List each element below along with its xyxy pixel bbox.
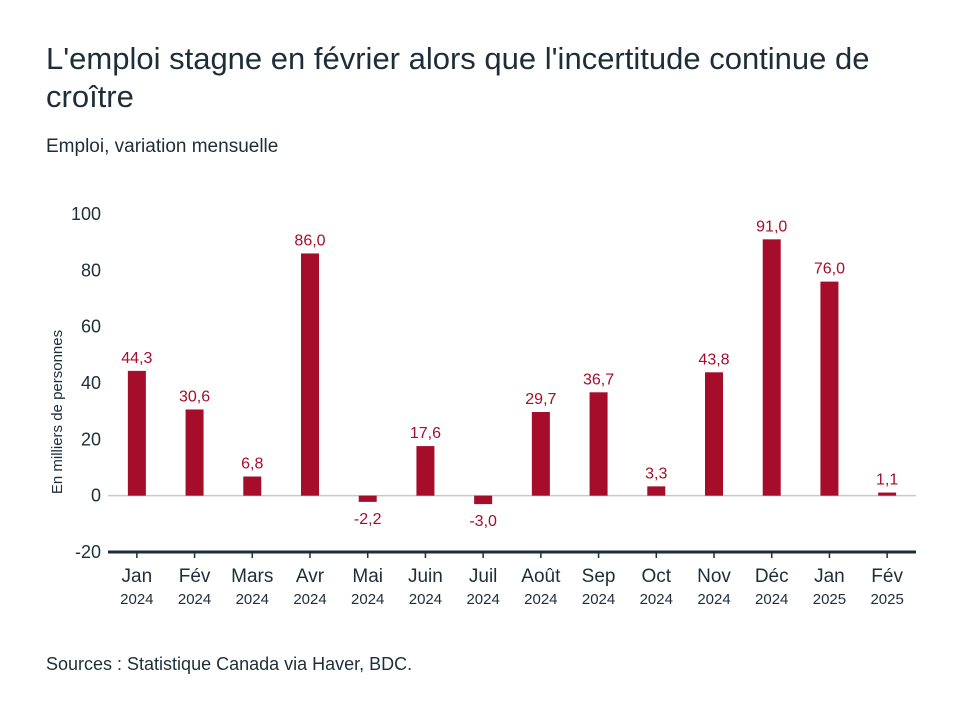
x-tick-label-year: 2025	[813, 591, 846, 608]
x-tick-label-month: Déc	[755, 566, 789, 587]
x-tick-label-year: 2024	[582, 591, 615, 608]
x-tick-label-year: 2024	[120, 591, 153, 608]
y-tick-label: 20	[81, 429, 101, 449]
data-label: 6,8	[241, 456, 263, 473]
data-label: 76,0	[814, 261, 845, 278]
x-tick-label-month: Mars	[231, 566, 273, 587]
bar	[358, 495, 377, 502]
data-label: 43,8	[698, 351, 729, 368]
y-tick-label: 60	[81, 317, 101, 337]
x-tick-label-year: 2024	[755, 591, 788, 608]
bar	[705, 372, 723, 496]
data-label: -3,0	[469, 513, 497, 530]
y-tick-label: -20	[75, 542, 101, 562]
y-tick-label: 100	[71, 204, 101, 224]
x-tick-label-year: 2024	[178, 591, 211, 608]
bar	[127, 370, 146, 496]
data-label: 86,0	[294, 232, 325, 249]
x-tick-label-month: Nov	[697, 566, 731, 587]
y-tick-label: 80	[81, 260, 101, 280]
data-label: 17,6	[410, 425, 441, 442]
bar	[647, 486, 666, 496]
bar	[878, 492, 897, 496]
data-label: 1,1	[876, 472, 898, 489]
x-tick-label-month: Sep	[582, 566, 616, 587]
data-labels: 44,3 30,6 6,8 86,0 -2,2 17,6 -3,0 29,7 36,7 3,3 43…	[121, 218, 898, 530]
x-tick-label-month: Oct	[642, 566, 672, 587]
bar	[301, 253, 319, 496]
data-label: 30,6	[179, 388, 210, 405]
x-tick-label-year: 2024	[351, 591, 384, 608]
x-tick-label-year: 2024	[640, 591, 673, 608]
x-tick-label-month: Juin	[408, 566, 443, 587]
bar	[416, 446, 435, 496]
x-tick-label-month: Fév	[871, 566, 903, 587]
x-tick-label-month: Fév	[179, 566, 211, 587]
bar	[589, 392, 608, 496]
y-tick-label: 0	[91, 486, 101, 506]
y-axis-title: En milliers de personnes	[49, 330, 66, 494]
data-label: 44,3	[121, 350, 152, 367]
bar	[243, 476, 262, 496]
bar	[820, 281, 839, 496]
x-tick-label-year: 2024	[466, 591, 499, 608]
x-tick-label-year: 2025	[870, 591, 903, 608]
x-tick-label-month: Mai	[352, 566, 383, 587]
y-tick-label: 40	[81, 373, 101, 393]
y-axis-ticks: 100 80 60 40 20 0 -20	[71, 204, 101, 562]
bars	[127, 239, 897, 505]
bar	[185, 409, 204, 496]
data-label: 36,7	[583, 371, 614, 388]
bar	[762, 239, 781, 496]
data-label: 3,3	[645, 465, 667, 482]
data-label: 29,7	[525, 391, 556, 408]
x-tick-label-month: Jan	[122, 566, 153, 587]
chart-title: L'emploi stagne en février alors que l'i…	[46, 41, 870, 114]
x-tick-label-month: Août	[521, 566, 561, 587]
data-label: -2,2	[354, 511, 382, 528]
x-tick-label-year: 2024	[236, 591, 269, 608]
x-tick-label-year: 2024	[524, 591, 557, 608]
x-tick-label-year: 2024	[293, 591, 326, 608]
bar-chart: En milliers de personnes 100 80 60 40 20 0 -20…	[49, 204, 916, 608]
x-tick-label-month: Avr	[296, 566, 325, 587]
x-tick-label-year: 2024	[697, 591, 730, 608]
data-label: 91,0	[756, 218, 787, 235]
chart-subtitle: Emploi, variation mensuelle	[46, 136, 279, 157]
x-tick-label-month: Jan	[814, 566, 845, 587]
x-axis-labels: Jan 2024 Fév 2024 Mars 2024 Avr 2024 Mai 2024 Juin…	[120, 552, 904, 608]
bar	[474, 495, 493, 505]
x-tick-label-month: Juil	[469, 566, 498, 587]
bar	[531, 412, 550, 496]
y-axis-title-group: En milliers de personnes	[49, 330, 66, 494]
x-tick-label-year: 2024	[409, 591, 442, 608]
source-note: Sources : Statistique Canada via Haver, …	[46, 654, 413, 674]
